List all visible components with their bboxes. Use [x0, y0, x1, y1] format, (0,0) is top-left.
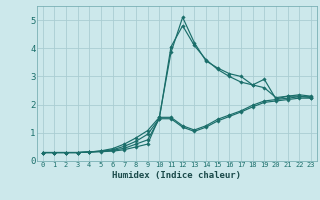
X-axis label: Humidex (Indice chaleur): Humidex (Indice chaleur): [112, 171, 241, 180]
